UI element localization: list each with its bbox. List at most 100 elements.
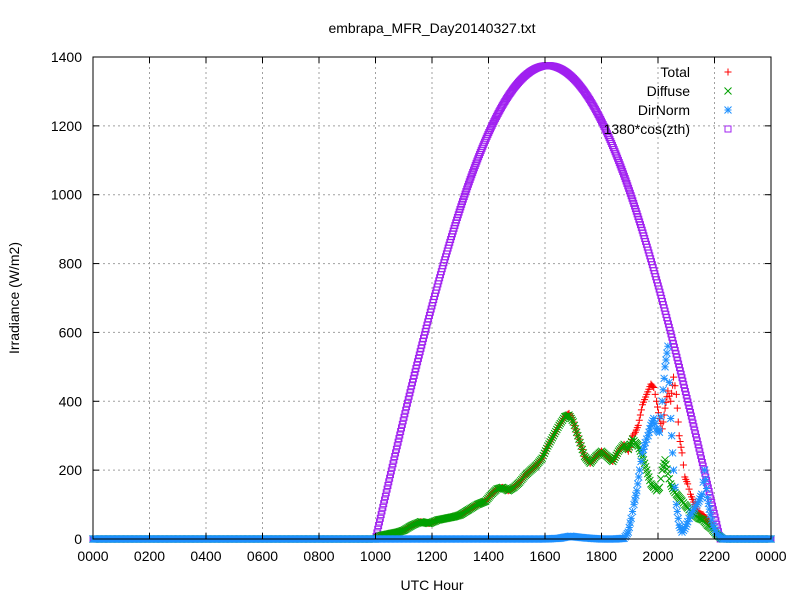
legend-marker (724, 125, 732, 133)
data-point (615, 159, 623, 167)
data-point (403, 403, 411, 411)
data-point (380, 500, 388, 508)
data-point (549, 431, 558, 440)
data-point (703, 493, 712, 502)
data-point (674, 418, 682, 426)
data-point (634, 421, 642, 429)
data-point (705, 505, 714, 514)
data-point (666, 480, 675, 488)
y-tick-label: 800 (59, 256, 83, 272)
data-point (682, 520, 691, 528)
data-point (675, 521, 684, 530)
data-point (547, 435, 556, 444)
data-point (625, 523, 634, 532)
data-point (668, 449, 677, 457)
data-point (640, 442, 649, 450)
data-point (649, 414, 658, 423)
data-point (674, 514, 683, 523)
data-point (686, 405, 694, 413)
data-point (620, 172, 628, 180)
data-point (613, 152, 621, 160)
data-point (389, 460, 397, 468)
data-point (623, 179, 631, 187)
data-point (646, 424, 654, 433)
data-point (538, 454, 547, 462)
y-tick-label: 600 (59, 324, 83, 340)
data-point (685, 485, 693, 493)
data-point (627, 514, 636, 523)
tick-layer: 0000 0200 0400 0600 0800 1000 1200 1400 1600 1800… (51, 49, 787, 564)
data-point (619, 168, 627, 176)
data-point (704, 499, 713, 508)
y-tick-label: 1000 (51, 187, 82, 203)
data-point (632, 491, 640, 500)
data-point (659, 385, 668, 394)
y-tick-label: 1400 (51, 49, 82, 65)
data-point (701, 475, 710, 484)
data-point (464, 183, 472, 191)
data-point (394, 438, 402, 446)
data-point (639, 445, 648, 454)
data-point (651, 390, 659, 398)
data-point (644, 431, 652, 440)
data-point (642, 435, 651, 444)
chart-title: embrapa_MFR_Day20140327.txt (328, 20, 535, 36)
data-point (628, 507, 637, 516)
data-point (554, 423, 562, 432)
data-point (688, 416, 696, 424)
data-point (654, 403, 662, 411)
data-point (616, 161, 624, 169)
legend-marker (724, 68, 732, 76)
data-point (635, 416, 643, 424)
x-tick-label: 0400 (190, 548, 221, 564)
data-point (689, 419, 697, 427)
data-point (664, 387, 672, 395)
data-point (473, 157, 481, 165)
data-point (680, 524, 689, 533)
data-point (694, 441, 702, 449)
data-point (470, 164, 478, 172)
data-point (685, 514, 693, 523)
data-point (550, 429, 559, 438)
data-point (668, 389, 676, 397)
data-point (651, 419, 660, 428)
data-point (467, 173, 475, 181)
data-point (611, 453, 619, 462)
data-point (545, 440, 553, 448)
x-tick-label: 2200 (699, 548, 730, 564)
data-point (392, 445, 400, 453)
data-point (461, 190, 469, 198)
data-point (401, 410, 409, 418)
data-point (376, 514, 384, 522)
data-point (672, 500, 681, 509)
x-tick-label: 0800 (303, 548, 334, 564)
data-point (637, 406, 645, 414)
data-point (702, 484, 711, 493)
data-point (386, 471, 394, 479)
data-point (638, 449, 647, 457)
data-point (471, 162, 479, 170)
data-point (618, 165, 626, 173)
x-axis-label: UTC Hour (400, 577, 463, 593)
data-point (677, 525, 685, 534)
data-point (553, 425, 561, 434)
data-point (397, 424, 405, 432)
data-point (693, 437, 701, 445)
x-tick-label: 1000 (360, 548, 391, 564)
data-point (696, 448, 704, 456)
x-tick-label: 1600 (529, 548, 560, 564)
data-point (548, 433, 557, 442)
data-point (631, 496, 639, 504)
data-point (617, 163, 625, 171)
data-point (681, 522, 690, 531)
data-point (398, 420, 406, 428)
data-point (700, 466, 709, 474)
legend-label: Diffuse (647, 83, 691, 99)
data-point (633, 480, 642, 488)
data-point (660, 411, 668, 419)
data-point (377, 511, 385, 519)
data-point (662, 356, 670, 364)
y-tick-label: 400 (59, 393, 83, 409)
data-point (624, 445, 633, 454)
data-point (697, 490, 706, 499)
